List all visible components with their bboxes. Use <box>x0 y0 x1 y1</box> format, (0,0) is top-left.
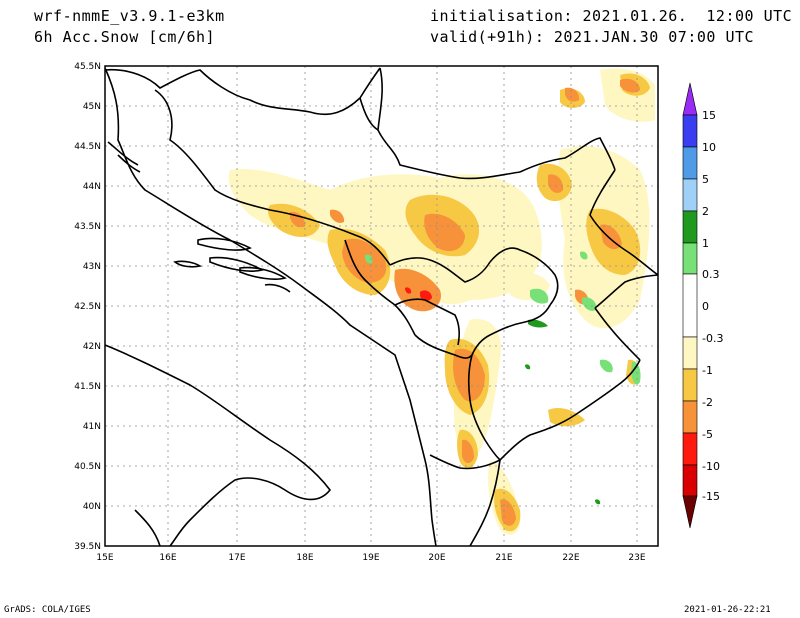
colorbar-segment <box>682 242 698 275</box>
init-time: initialisation: 2021.01.26. 12:00 UTC <box>430 7 792 25</box>
colorbar <box>682 82 698 529</box>
lat-label: 41N <box>83 422 101 432</box>
colorbar-level: 1 <box>702 237 709 250</box>
lat-label: 45N <box>83 102 101 112</box>
colorbar-segment <box>682 464 698 497</box>
lon-label: 16E <box>159 553 176 563</box>
colorbar-segment <box>682 336 698 370</box>
lat-label: 39.5N <box>74 542 101 552</box>
colorbar-level: 10 <box>702 141 716 154</box>
snow-field <box>228 68 655 535</box>
colorbar-level: 0.3 <box>702 268 720 281</box>
lat-label: 44N <box>83 182 101 192</box>
colorbar-segment <box>682 178 698 212</box>
valid-value: 2021.JAN.30 07:00 UTC <box>553 28 755 46</box>
colorbar-level: 2 <box>702 205 709 218</box>
model-title: wrf-nmmE_v3.9.1-e3km <box>34 7 225 25</box>
colorbar-labels: 15 10 5 2 1 0.3 0 -0.3 -1 -2 -5 -10 -15 <box>702 109 723 503</box>
colorbar-level: 5 <box>702 173 709 186</box>
footer-timestamp: 2021-01-26-22:21 <box>684 605 771 615</box>
colorbar-level: -2 <box>702 396 713 409</box>
lon-label: 23E <box>628 553 645 563</box>
coastlines-borders <box>105 67 658 546</box>
footer-credit: GrADS: COLA/IGES <box>4 605 91 615</box>
colorbar-level: -10 <box>702 460 720 473</box>
map-frame <box>104 65 659 547</box>
init-value: 2021.01.26. 12:00 UTC <box>582 7 793 25</box>
colorbar-segment <box>682 273 698 338</box>
lon-label: 19E <box>362 553 379 563</box>
colorbar-segment <box>682 400 698 434</box>
lat-label: 44.5N <box>74 142 101 152</box>
colorbar-level: -1 <box>702 364 713 377</box>
lat-label: 45.5N <box>74 62 101 72</box>
colorbar-level: 15 <box>702 109 716 122</box>
lat-label: 42.5N <box>74 302 101 312</box>
colorbar-segment <box>682 146 698 180</box>
lon-label: 17E <box>228 553 245 563</box>
lat-label: 40N <box>83 502 101 512</box>
lon-label: 15E <box>96 553 113 563</box>
colorbar-segment <box>682 432 698 466</box>
lon-axis: 15E 16E 17E 18E 19E 20E 21E 22E 23E <box>96 553 645 563</box>
valid-time: valid(+91h): 2021.JAN.30 07:00 UTC <box>430 28 754 46</box>
lat-axis: 39.5N 40N 40.5N 41N 41.5N 42N 42.5N 43N … <box>74 62 101 552</box>
lon-label: 22E <box>562 553 579 563</box>
valid-label: valid(+91h): <box>430 28 545 46</box>
lat-label: 42N <box>83 342 101 352</box>
lat-label: 43.5N <box>74 222 101 232</box>
lon-label: 21E <box>495 553 512 563</box>
lon-label: 20E <box>428 553 445 563</box>
colorbar-level: -0.3 <box>702 332 723 345</box>
lat-label: 40.5N <box>74 462 101 472</box>
lat-label: 41.5N <box>74 382 101 392</box>
colorbar-level: -15 <box>702 490 720 503</box>
variable-title: 6h Acc.Snow [cm/6h] <box>34 28 216 46</box>
colorbar-cap-bottom <box>682 495 698 529</box>
lat-label: 43N <box>83 262 101 272</box>
colorbar-segment <box>682 368 698 402</box>
colorbar-cap-top <box>682 82 698 116</box>
colorbar-segment <box>682 210 698 244</box>
colorbar-segment <box>682 114 698 148</box>
colorbar-level: -5 <box>702 428 713 441</box>
init-label: initialisation: <box>430 7 573 25</box>
lon-label: 18E <box>296 553 313 563</box>
colorbar-level: 0 <box>702 300 709 313</box>
